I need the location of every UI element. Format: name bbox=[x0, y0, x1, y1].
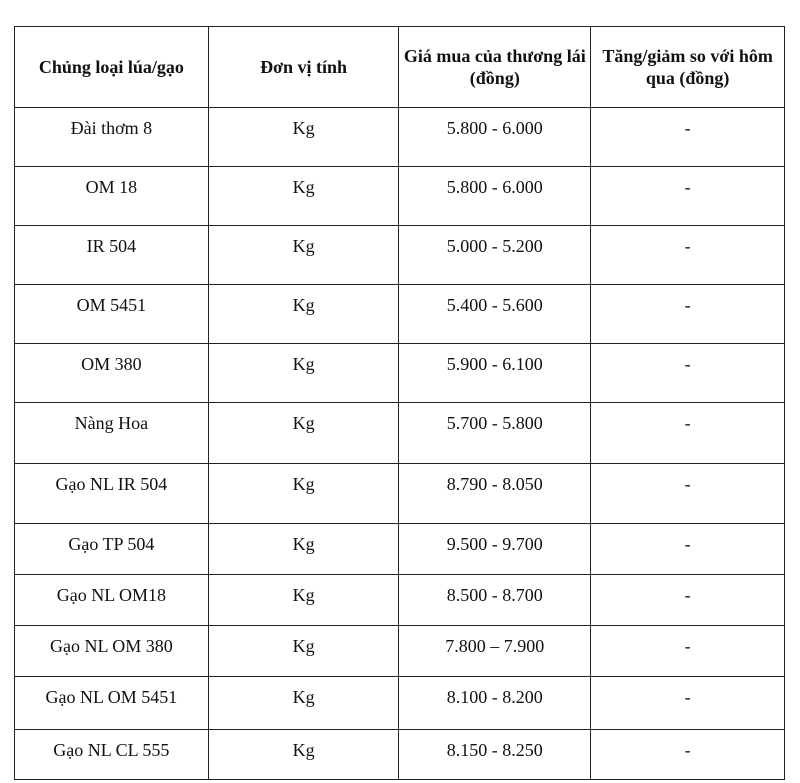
table-row: Gạo NL OM18 Kg 8.500 - 8.700- bbox=[14, 574, 785, 626]
cell-rice-type: Đài thơm 8 bbox=[14, 107, 209, 167]
table-row: Nàng Hoa Kg 5.700 - 5.800- bbox=[14, 402, 785, 464]
cell-trader-price: 5.900 - 6.100 bbox=[398, 343, 592, 403]
cell-rice-type: Gạo TP 504 bbox=[14, 523, 209, 575]
cell-change: - bbox=[590, 284, 785, 344]
cell-trader-price: 9.500 - 9.700 bbox=[398, 523, 592, 575]
cell-rice-type: Gạo NL CL 555 bbox=[14, 729, 209, 780]
cell-change: - bbox=[590, 343, 785, 403]
cell-unit: Kg bbox=[207, 574, 400, 626]
cell-unit: Kg bbox=[207, 402, 400, 464]
cell-unit: Kg bbox=[207, 107, 400, 167]
header-trader-price: Giá mua của thương lái (đồng) bbox=[398, 26, 592, 108]
cell-unit: Kg bbox=[207, 523, 400, 575]
cell-change: - bbox=[590, 166, 785, 226]
cell-rice-type: IR 504 bbox=[14, 225, 209, 285]
header-unit: Đơn vị tính bbox=[207, 26, 400, 108]
cell-trader-price: 7.800 – 7.900 bbox=[398, 625, 592, 677]
cell-rice-type: OM 5451 bbox=[14, 284, 209, 344]
cell-unit: Kg bbox=[207, 284, 400, 344]
cell-unit: Kg bbox=[207, 166, 400, 226]
rice-price-table: Chủng loại lúa/gạo Đơn vị tính Giá mua c… bbox=[14, 26, 785, 780]
table-row: Gạo NL OM 5451 Kg 8.100 - 8.200- bbox=[14, 676, 785, 730]
cell-unit: Kg bbox=[207, 729, 400, 780]
cell-rice-type: OM 18 bbox=[14, 166, 209, 226]
cell-trader-price: 5.700 - 5.800 bbox=[398, 402, 592, 464]
table-row: OM 380 Kg 5.900 - 6.100- bbox=[14, 343, 785, 403]
table-row: Gạo NL IR 504 Kg 8.790 - 8.050- bbox=[14, 463, 785, 524]
cell-unit: Kg bbox=[207, 676, 400, 730]
table-row: OM 5451 Kg 5.400 - 5.600- bbox=[14, 284, 785, 344]
cell-rice-type: OM 380 bbox=[14, 343, 209, 403]
cell-change: - bbox=[590, 463, 785, 524]
table-row: IR 504 Kg 5.000 - 5.200- bbox=[14, 225, 785, 285]
cell-change: - bbox=[590, 402, 785, 464]
cell-change: - bbox=[590, 107, 785, 167]
cell-trader-price: 8.100 - 8.200 bbox=[398, 676, 592, 730]
header-row: Chủng loại lúa/gạo Đơn vị tính Giá mua c… bbox=[14, 26, 785, 108]
cell-trader-price: 8.790 - 8.050 bbox=[398, 463, 592, 524]
table-row: Gạo NL OM 380 Kg 7.800 – 7.900- bbox=[14, 625, 785, 677]
cell-unit: Kg bbox=[207, 225, 400, 285]
cell-change: - bbox=[590, 523, 785, 575]
cell-unit: Kg bbox=[207, 463, 400, 524]
table-row: OM 18 Kg 5.800 - 6.000- bbox=[14, 166, 785, 226]
table-row: Gạo NL CL 555 Kg 8.150 - 8.250- bbox=[14, 729, 785, 780]
cell-rice-type: Gạo NL OM18 bbox=[14, 574, 209, 626]
cell-change: - bbox=[590, 574, 785, 626]
cell-trader-price: 8.500 - 8.700 bbox=[398, 574, 592, 626]
header-rice-type: Chủng loại lúa/gạo bbox=[14, 26, 209, 108]
table-row: Đài thơm 8 Kg 5.800 - 6.000- bbox=[14, 107, 785, 167]
cell-rice-type: Gạo NL IR 504 bbox=[14, 463, 209, 524]
cell-trader-price: 5.000 - 5.200 bbox=[398, 225, 592, 285]
cell-trader-price: 5.800 - 6.000 bbox=[398, 166, 592, 226]
table-row: Gạo TP 504 Kg 9.500 - 9.700- bbox=[14, 523, 785, 575]
cell-trader-price: 5.400 - 5.600 bbox=[398, 284, 592, 344]
cell-change: - bbox=[590, 676, 785, 730]
cell-change: - bbox=[590, 225, 785, 285]
cell-trader-price: 8.150 - 8.250 bbox=[398, 729, 592, 780]
cell-change: - bbox=[590, 625, 785, 677]
cell-rice-type: Gạo NL OM 380 bbox=[14, 625, 209, 677]
header-change: Tăng/giảm so với hôm qua (đồng) bbox=[590, 26, 785, 108]
cell-rice-type: Nàng Hoa bbox=[14, 402, 209, 464]
cell-unit: Kg bbox=[207, 625, 400, 677]
cell-change: - bbox=[590, 729, 785, 780]
cell-rice-type: Gạo NL OM 5451 bbox=[14, 676, 209, 730]
cell-unit: Kg bbox=[207, 343, 400, 403]
cell-trader-price: 5.800 - 6.000 bbox=[398, 107, 592, 167]
